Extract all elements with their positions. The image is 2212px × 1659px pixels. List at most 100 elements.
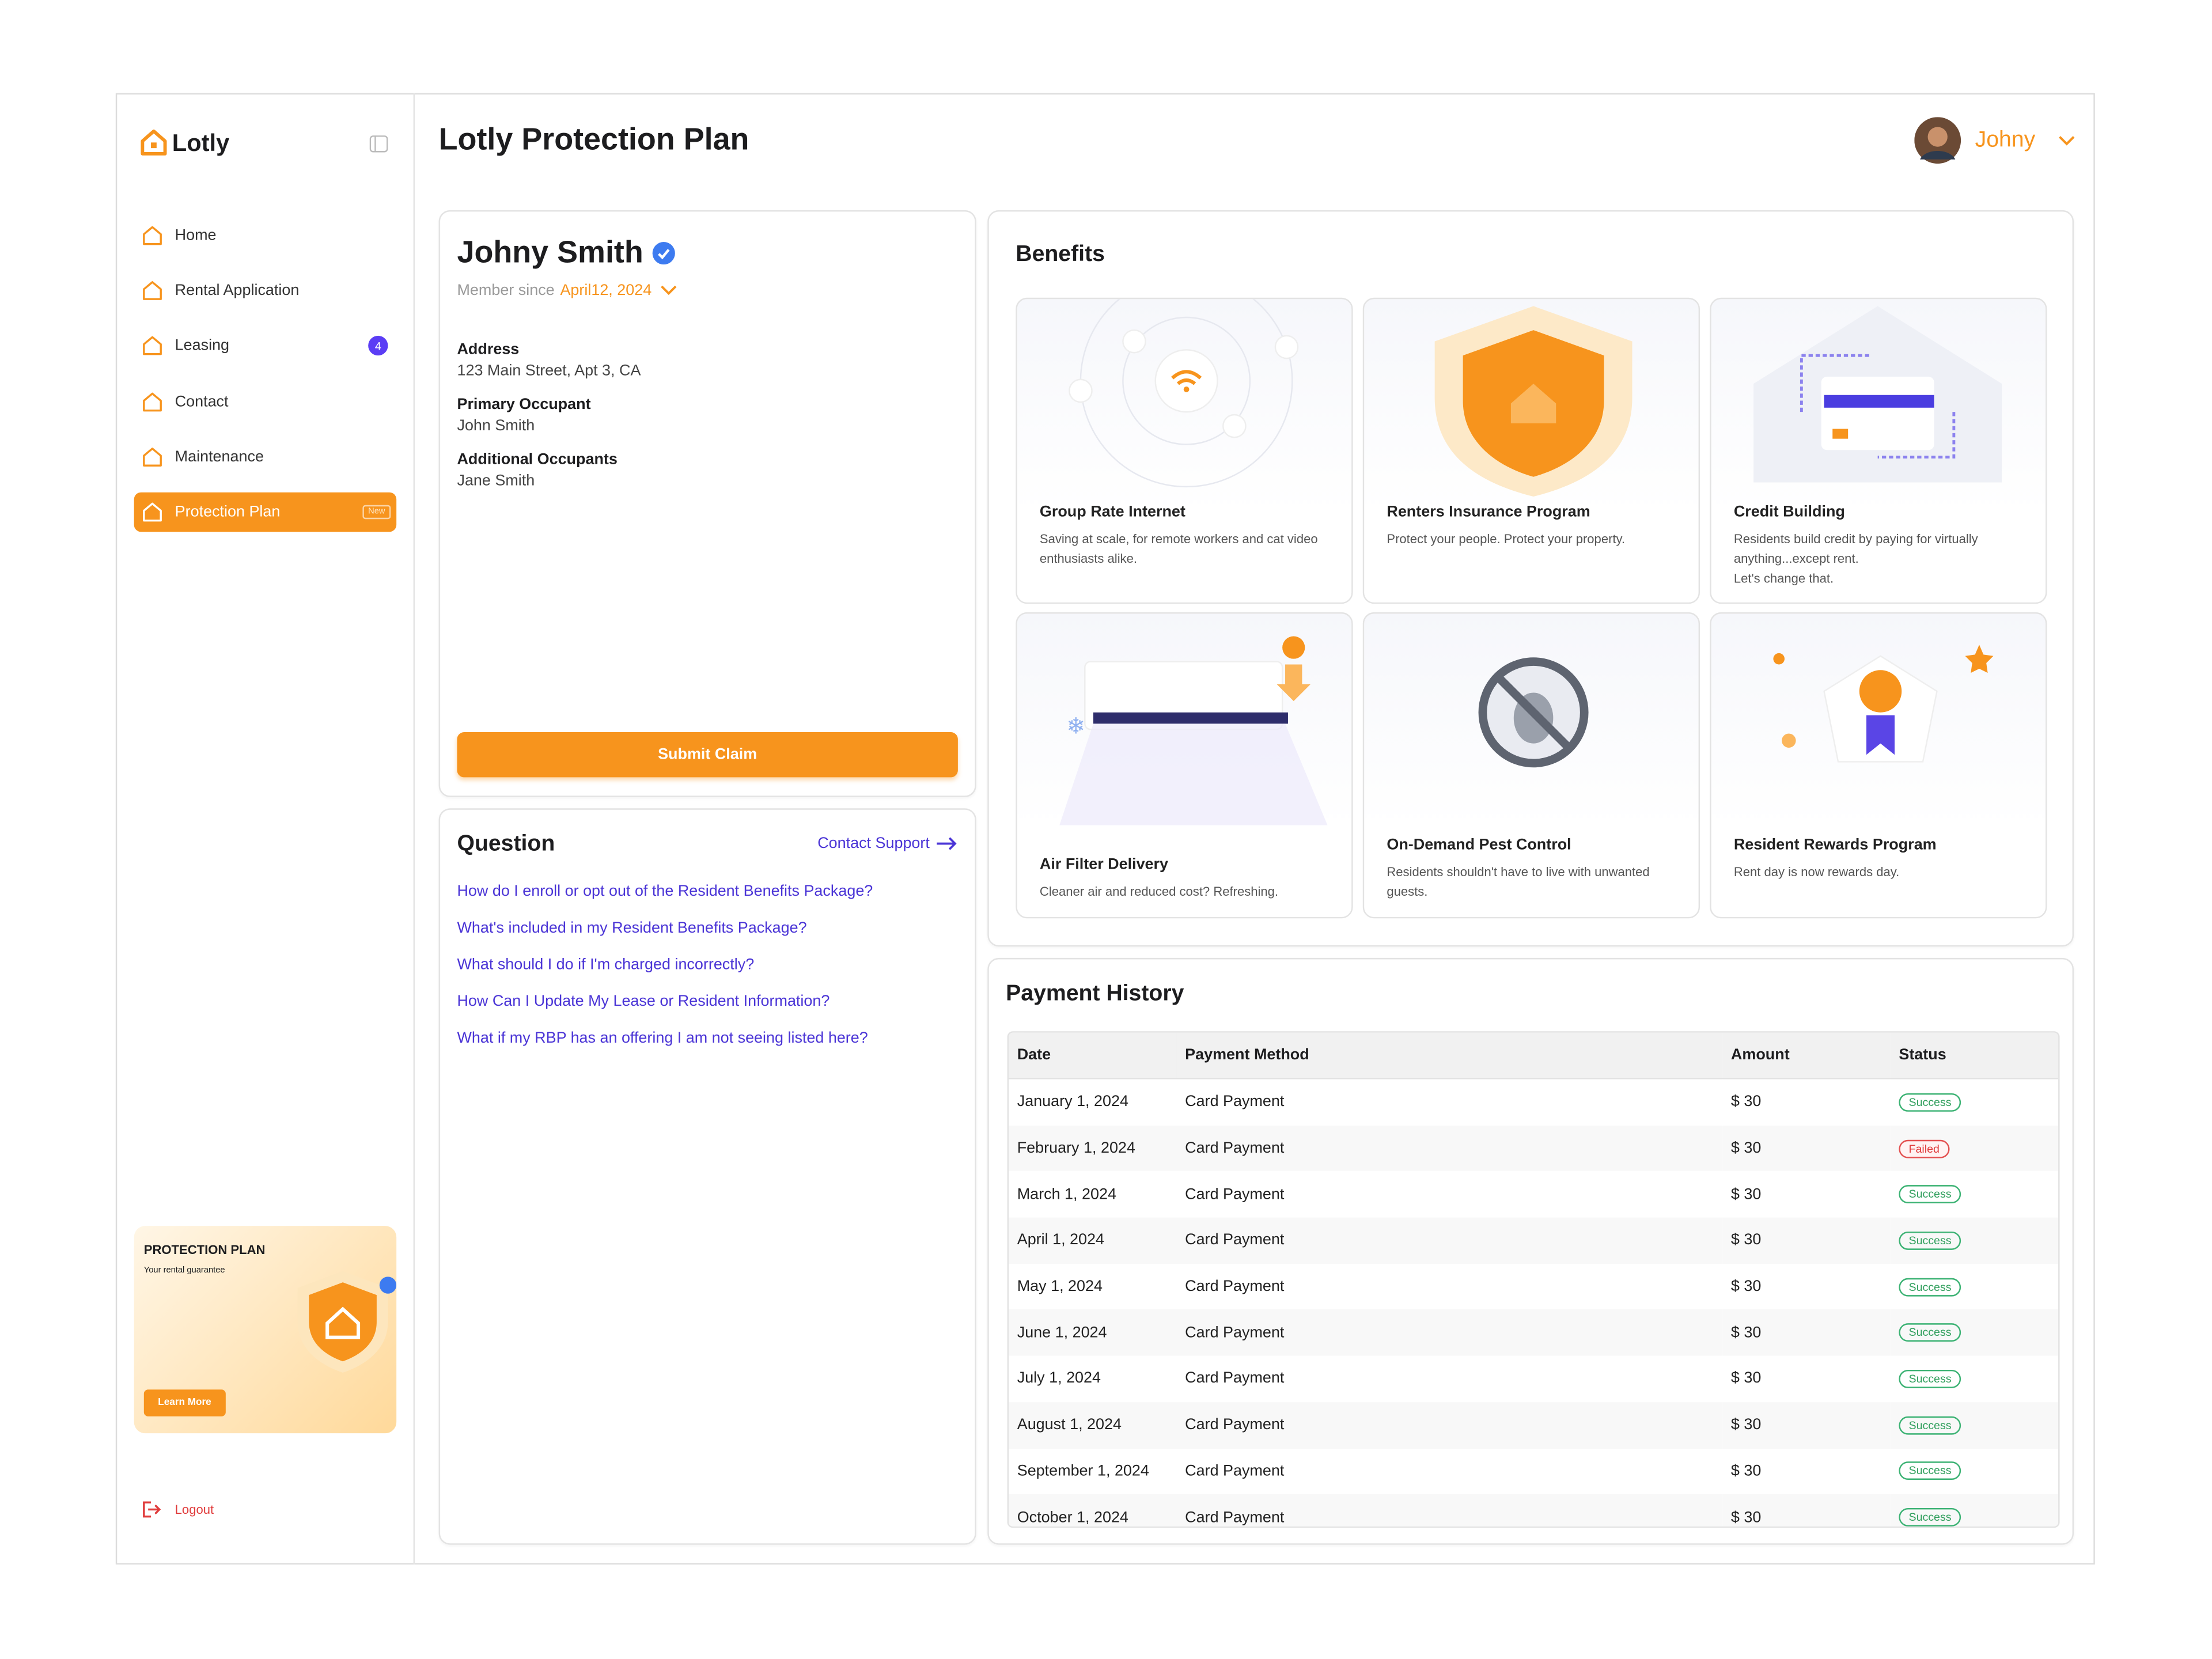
- benefit-desc: Residents build credit by paying for vir…: [1733, 532, 1978, 586]
- benefit-desc: Cleaner air and reduced cost? Refreshing…: [1039, 884, 1279, 899]
- payment-table: Date Payment Method Amount Status January 1,…: [1009, 1032, 2059, 1527]
- payment-row: August 1, 2024 Card Payment $ 30 Success: [1009, 1402, 2059, 1448]
- nav-badge: 4: [368, 335, 388, 356]
- benefit-illustration: ❄: [1059, 636, 1328, 825]
- benefits-title: Benefits: [1016, 243, 1105, 267]
- status-pill: Failed: [1899, 1139, 1950, 1158]
- field-label: Additional Occupants: [457, 451, 618, 469]
- benefit-tile[interactable]: Resident Rewards Program Rent day is now …: [1710, 612, 2047, 919]
- status-cell: Success: [1890, 1402, 2059, 1448]
- user-name: Johny: [1975, 127, 2036, 152]
- nav-icon: [143, 226, 162, 245]
- status-pill: Success: [1899, 1462, 1961, 1480]
- cell: Card Payment: [1185, 1093, 1285, 1111]
- benefit-illustration: [1773, 645, 1994, 763]
- status-pill: Success: [1899, 1231, 1961, 1250]
- nav-item[interactable]: Home: [141, 216, 396, 256]
- collapse-button[interactable]: [369, 135, 388, 153]
- profile-name: Johny Smith: [457, 234, 643, 270]
- payment-row: January 1, 2024 Card Payment $ 30 Success: [1009, 1078, 2058, 1125]
- question-title: Question: [457, 832, 555, 857]
- cell: Card Payment: [1185, 1278, 1285, 1296]
- submit-claim-button[interactable]: Submit Claim: [457, 732, 958, 778]
- column-header: Amount: [1722, 1032, 1891, 1080]
- table-body: January 1, 2024 Card Payment $ 30 Success Fe…: [1009, 1078, 2059, 1527]
- promo-title: PROTECTION PLAN: [143, 1243, 266, 1257]
- nav-item[interactable]: Protection Plan New: [134, 492, 397, 532]
- promo-subtitle: Your rental guarantee: [143, 1267, 225, 1275]
- logout-icon: [143, 1501, 161, 1518]
- cell: $ 30: [1722, 1402, 1891, 1448]
- cell: June 1, 2024: [1009, 1309, 1177, 1356]
- logo-icon: [141, 129, 167, 156]
- cell: August 1, 2024: [1009, 1402, 1177, 1448]
- nav-icon: [143, 336, 162, 355]
- cell: Card Payment: [1176, 1494, 1723, 1527]
- benefit-illustration: [1069, 299, 1299, 488]
- nav-item[interactable]: Leasing 4: [141, 326, 396, 366]
- nav-item[interactable]: Maintenance: [141, 437, 396, 477]
- benefit-tile[interactable]: On-Demand Pest Control Residents shouldn'…: [1362, 612, 1700, 919]
- status-pill: Success: [1899, 1093, 1961, 1112]
- status-cell: Success: [1891, 1172, 2058, 1218]
- field-value: Jane Smith: [457, 472, 535, 490]
- user-menu[interactable]: Johny: [1914, 117, 2074, 164]
- benefit-title: Air Filter Delivery: [1039, 856, 1169, 873]
- benefit-tile[interactable]: Renters Insurance Program Protect your pe…: [1362, 297, 1700, 604]
- status-pill: Success: [1899, 1415, 1961, 1434]
- cell: May 1, 2024: [1017, 1278, 1103, 1296]
- faq-link[interactable]: What should I do if I'm charged incorrec…: [457, 956, 755, 974]
- faq-link[interactable]: What if my RBP has an offering I am not …: [457, 1029, 868, 1047]
- nav-label: Protection Plan: [175, 503, 281, 521]
- contact-support[interactable]: Contact Support: [817, 835, 958, 852]
- nav-item[interactable]: Rental Application: [141, 271, 396, 310]
- benefit-title: Renters Insurance Program: [1387, 503, 1590, 521]
- profile-card: Johny Smith Member since April12, 2024 Ad…: [438, 210, 976, 797]
- column-header: Status: [1890, 1032, 2059, 1080]
- field-value: John Smith: [457, 417, 535, 435]
- status-cell: Success: [1891, 1078, 2058, 1125]
- benefit-tile[interactable]: Credit Building Residents build credit by…: [1710, 297, 2047, 604]
- cell: Card Payment: [1176, 1402, 1723, 1448]
- status-cell: Success: [1891, 1264, 2058, 1310]
- faq-link[interactable]: How Can I Update My Lease or Resident In…: [457, 993, 830, 1010]
- cell: September 1, 2024: [1017, 1463, 1149, 1480]
- payment-row: July 1, 2024 Card Payment $ 30 Success: [1009, 1356, 2058, 1402]
- learn-more-button[interactable]: Learn More: [143, 1389, 226, 1416]
- benefit-title: On-Demand Pest Control: [1387, 836, 1571, 854]
- verified-icon: [652, 241, 675, 264]
- nav-label: Contact: [175, 393, 229, 411]
- faq-link[interactable]: How do I enroll or opt out of the Reside…: [457, 883, 873, 900]
- benefit-illustration: [1434, 306, 1633, 497]
- chevron: [2058, 135, 2074, 145]
- member-label: Member since: [457, 282, 555, 300]
- benefit-tile[interactable]: Group Rate Internet Saving at scale, for …: [1016, 297, 1353, 604]
- faq-link[interactable]: What's included in my Resident Benefits …: [457, 919, 807, 937]
- payment-row: April 1, 2024 Card Payment $ 30 Success: [1009, 1217, 2059, 1264]
- question-card: Question Contact Support How do I enroll…: [438, 808, 976, 1545]
- arrow: [937, 837, 957, 850]
- nav-item[interactable]: Contact: [141, 382, 396, 422]
- nav-icon: [143, 502, 162, 522]
- benefit-desc: Protect your people. Protect your proper…: [1387, 532, 1626, 546]
- cell: Card Payment: [1176, 1309, 1723, 1356]
- cell: July 1, 2024: [1017, 1370, 1101, 1388]
- nav-icon: [143, 448, 162, 467]
- cell: $ 30: [1722, 1217, 1891, 1264]
- column-header: Date: [1009, 1032, 1177, 1080]
- payment-row: September 1, 2024 Card Payment $ 30 Success: [1009, 1448, 2058, 1494]
- benefit-tile[interactable]: ❄ Air Filter Delivery Cleaner air and redu…: [1016, 612, 1353, 919]
- nav-tag: New: [362, 505, 391, 520]
- cell: March 1, 2024: [1017, 1185, 1116, 1203]
- nav-icon: [143, 281, 162, 300]
- cell: $ 30: [1730, 1278, 1762, 1296]
- payment-card: Payment History Date Payment Method Amount…: [987, 957, 2074, 1545]
- benefit-illustration: [1478, 657, 1589, 768]
- contact-support-label: Contact Support: [817, 835, 930, 853]
- payment-row: May 1, 2024 Card Payment $ 30 Success: [1009, 1264, 2058, 1310]
- logout[interactable]: Logout: [141, 1499, 214, 1519]
- cell: Card Payment: [1185, 1185, 1285, 1203]
- chevron[interactable]: [660, 285, 677, 297]
- benefit-illustration: [1753, 306, 2002, 483]
